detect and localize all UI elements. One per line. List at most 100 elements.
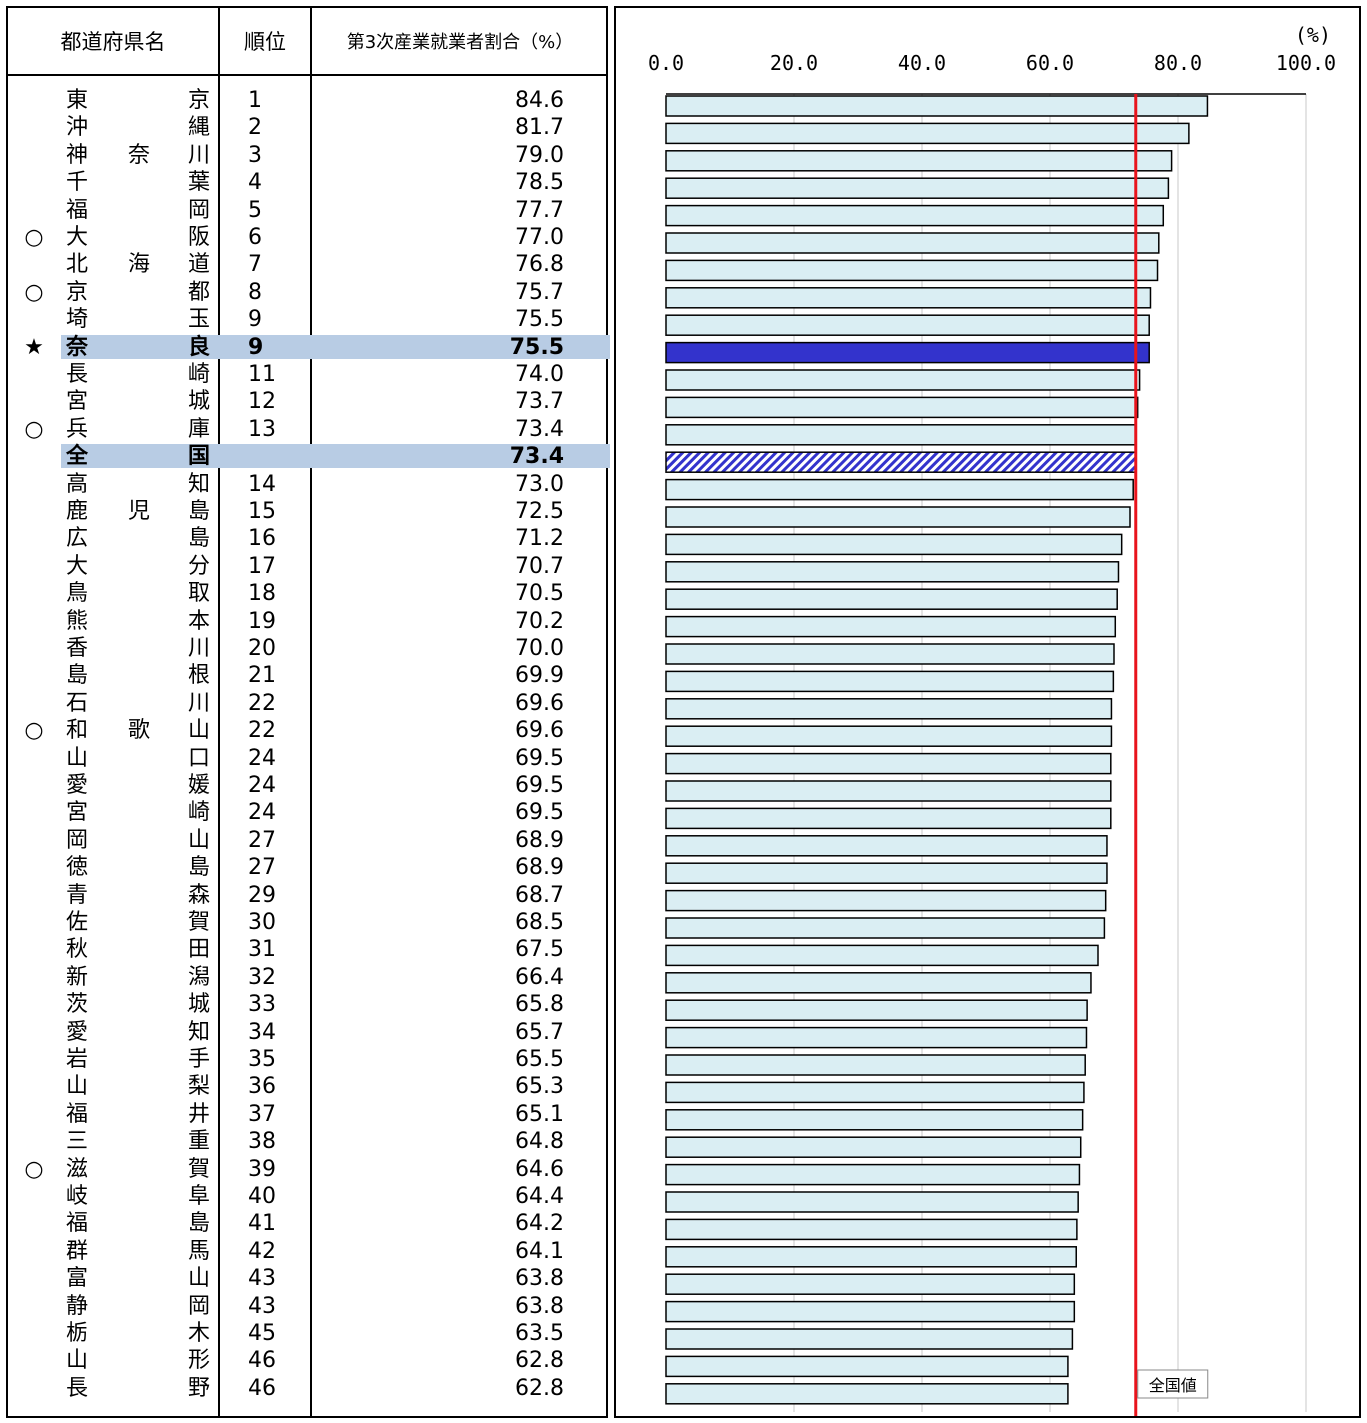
value-cell: 73.7 [515,389,564,415]
prefecture-char-1: 北 [66,252,89,278]
value-cell: 75.7 [515,279,564,305]
x-tick-label: 20.0 [770,51,818,75]
value-cell: 75.5 [515,307,564,333]
value-cell: 62.8 [515,1375,564,1401]
table-row: 愛 知 34 65.7 [8,1019,608,1046]
prefecture-char-2: 海 [128,252,151,278]
rank-cell: 46 [248,1348,276,1374]
bar [665,1026,1088,1049]
prefecture-char-1: 大 [66,225,89,250]
bar [665,122,1190,145]
table-row: 埼 玉 9 75.5 [8,306,608,333]
table-row: 福 岡 5 77.7 [8,197,608,224]
prefecture-char-3: 島 [188,855,211,881]
prefecture-char-1: 山 [66,1348,89,1374]
value-cell: 70.0 [515,636,564,661]
rank-cell: 41 [248,1211,276,1237]
row-mark: ○ [24,1156,44,1182]
table-row: 山 形 46 62.8 [8,1347,608,1374]
bar [665,424,1137,446]
bar [665,752,1112,775]
bar [665,1246,1077,1268]
value-cell: 64.1 [515,1238,564,1264]
table-row: 佐 賀 30 68.5 [8,909,608,936]
rank-cell: 39 [248,1156,276,1182]
prefecture-char-1: 熊 [66,608,89,634]
row-mark: ○ [24,718,44,744]
rank-cell: 31 [248,937,276,963]
table-row: 石 川 22 69.6 [8,690,608,717]
prefecture-char-3: 庫 [188,416,211,442]
rank-cell: 40 [248,1184,276,1209]
value-cell: 68.9 [515,827,564,853]
table-row: 秋 田 31 67.5 [8,936,608,963]
prefecture-char-3: 山 [188,1266,211,1292]
table-row: 茨 城 33 65.8 [8,991,608,1018]
bar [665,1273,1076,1295]
value-cell: 81.7 [515,115,564,141]
table-row: 栃 木 45 63.5 [8,1320,608,1347]
prefecture-char-3: 川 [188,690,211,716]
prefecture-char-1: 奈 [66,334,89,360]
prefecture-char-1: 長 [66,1375,89,1401]
row-highlight [61,334,610,359]
prefecture-char-1: 新 [66,964,89,990]
bar [665,1109,1084,1131]
prefecture-char-1: 宮 [66,389,89,415]
prefecture-char-1: 広 [66,526,89,552]
table-row: 愛 媛 24 69.5 [8,772,608,799]
table-row: ★ 奈 良 9 75.5 [8,334,608,361]
table-row: 沖 縄 2 81.7 [8,114,608,141]
value-cell: 62.8 [515,1348,564,1374]
value-cell: 68.9 [515,855,564,881]
bar [665,588,1118,610]
value-cell: 69.9 [515,663,564,689]
value-cell: 74.0 [515,362,564,387]
prefecture-char-3: 京 [188,88,211,113]
prefecture-char-1: 岡 [66,827,89,853]
prefecture-char-1: 佐 [66,910,89,935]
column-divider-2 [310,8,312,1416]
bar [665,944,1099,967]
prefecture-char-3: 田 [188,937,211,963]
rank-cell: 12 [248,389,276,415]
prefecture-char-3: 野 [188,1375,211,1401]
row-mark: ★ [24,334,44,360]
prefecture-char-1: 栃 [66,1321,89,1346]
prefecture-char-2: 児 [128,499,151,524]
bar [665,287,1152,309]
prefecture-char-1: 石 [66,690,89,716]
bar [665,204,1165,227]
rank-cell: 29 [248,882,276,908]
bar [665,1355,1069,1378]
bar [665,1191,1079,1213]
value-cell: 63.8 [515,1266,564,1292]
table-row: 熊 本 19 70.2 [8,608,608,635]
prefecture-char-3: 木 [188,1321,211,1346]
rank-cell: 36 [248,1074,276,1100]
bar [665,1218,1078,1241]
prefecture-char-3: 梨 [188,1074,211,1100]
header-divider [8,74,606,76]
header-value: 第3次産業就業者割合（%） [346,32,574,53]
bar [665,232,1160,254]
bar [665,177,1170,199]
bar [665,670,1115,693]
x-tick-label: 80.0 [1154,51,1202,75]
table-row: 神 奈 川 3 79.0 [8,142,608,169]
prefecture-char-3: 玉 [188,307,211,333]
prefecture-char-3: 潟 [188,964,211,990]
bar [665,862,1108,884]
prefecture-char-3: 川 [188,636,211,661]
rank-cell: 15 [248,499,276,524]
prefecture-char-3: 阪 [188,225,211,250]
prefecture-char-3: 岡 [188,197,211,223]
prefecture-char-1: 兵 [66,416,89,442]
value-cell: 68.7 [515,882,564,908]
table-row: 岡 山 27 68.9 [8,827,608,854]
rank-cell: 24 [248,800,276,826]
prefecture-char-3: 手 [188,1047,211,1072]
value-cell: 75.5 [509,334,564,360]
prefecture-char-1: 徳 [66,855,89,881]
table-row: 香 川 20 70.0 [8,635,608,662]
